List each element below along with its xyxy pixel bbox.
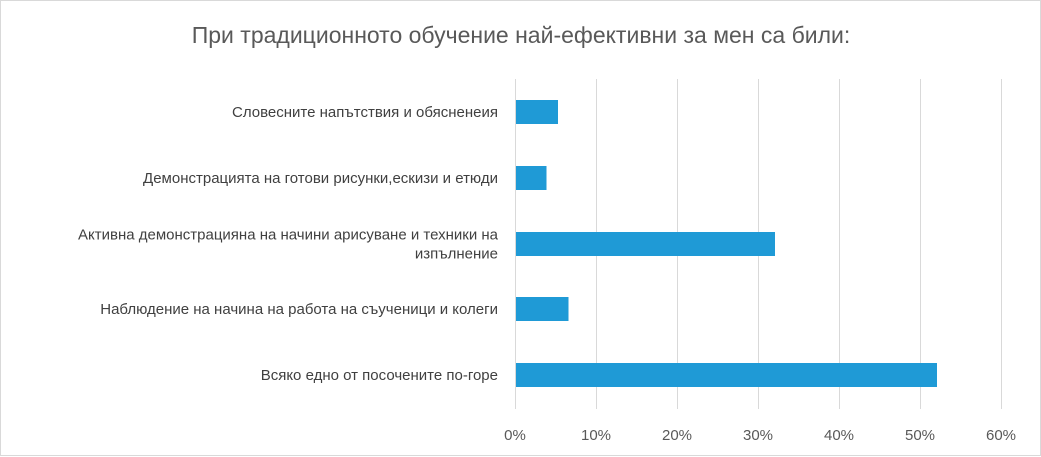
x-tick-label: 40% (824, 427, 854, 444)
bar (516, 232, 776, 256)
x-tick-label: 60% (986, 427, 1016, 444)
category-label: Активна демонстрацияна на начини арисува… (78, 227, 499, 263)
x-tick-label: 10% (581, 427, 611, 444)
x-tick-label: 50% (905, 427, 935, 444)
x-tick-label: 20% (662, 427, 692, 444)
category-label: Наблюдение на начина на работа на съучен… (100, 301, 498, 318)
category-labels: Словесните напътствия и обясненеия Демонс… (78, 104, 499, 384)
bar (516, 363, 938, 387)
bars (516, 100, 938, 387)
x-tick-label: 30% (743, 427, 773, 444)
category-label: Словесните напътствия и обясненеия (232, 104, 498, 121)
bar (516, 166, 547, 190)
bar (516, 100, 558, 124)
chart-title: При традиционното обучение най-ефективни… (192, 22, 851, 48)
x-tick-label: 0% (504, 427, 526, 444)
category-label: Всяко едно от посочените по-горе (261, 367, 498, 384)
x-axis-tick-labels: 0% 10% 20% 30% 40% 50% 60% (504, 427, 1016, 444)
category-label: Демонстрацията на готови рисунки,ескизи … (143, 170, 498, 187)
bar (516, 297, 569, 321)
